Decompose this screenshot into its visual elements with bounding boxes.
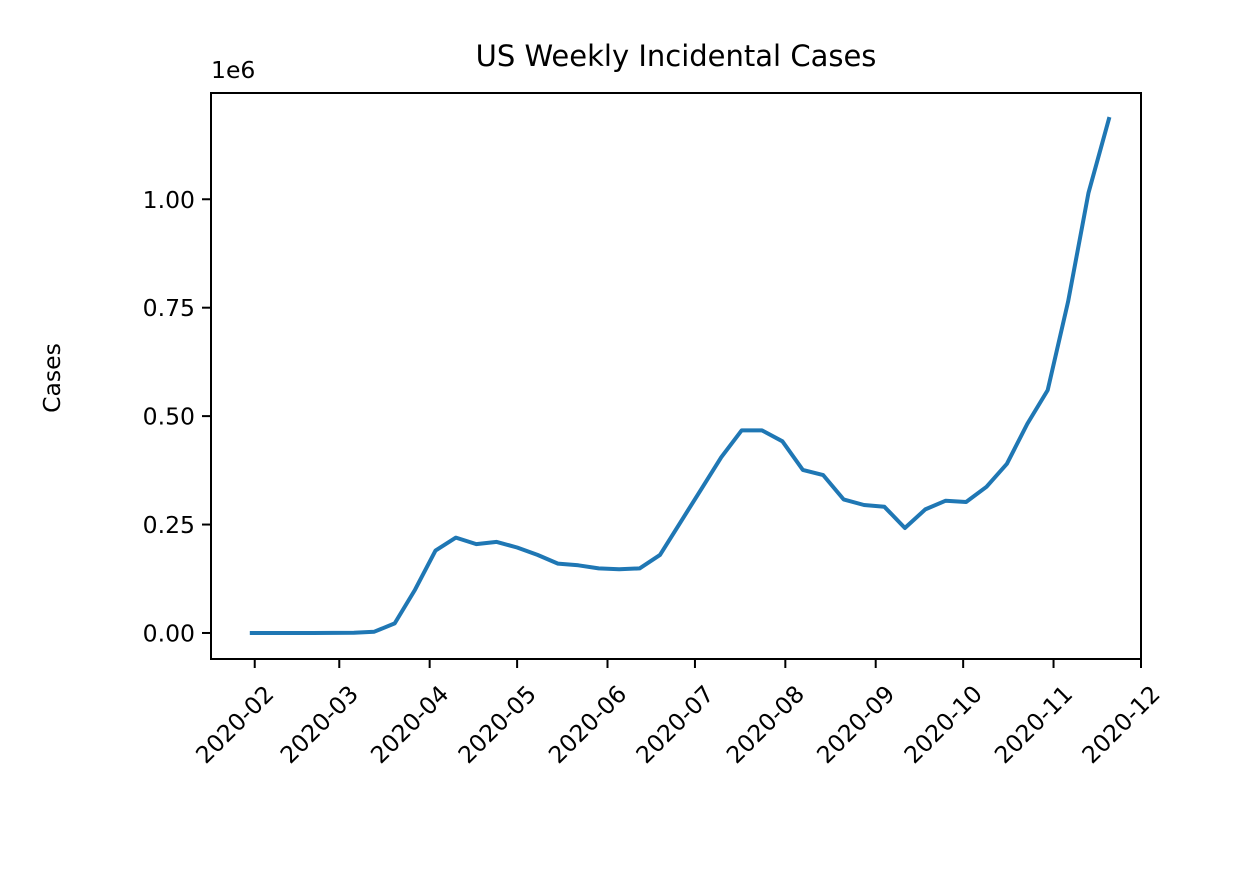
y-axis-label: Cases — [38, 343, 66, 413]
y-tick-label: 0.25 — [143, 511, 195, 539]
y-tick-label: 0.00 — [143, 619, 195, 647]
chart-title: US Weekly Incidental Cases — [476, 39, 877, 73]
axes-frame — [210, 92, 1142, 660]
y-offset-label: 1e6 — [211, 56, 255, 84]
y-tick-label: 1.00 — [143, 186, 195, 214]
y-tick-label: 0.50 — [143, 403, 195, 431]
series-line — [249, 116, 1112, 635]
y-tick-label: 0.75 — [143, 294, 195, 322]
